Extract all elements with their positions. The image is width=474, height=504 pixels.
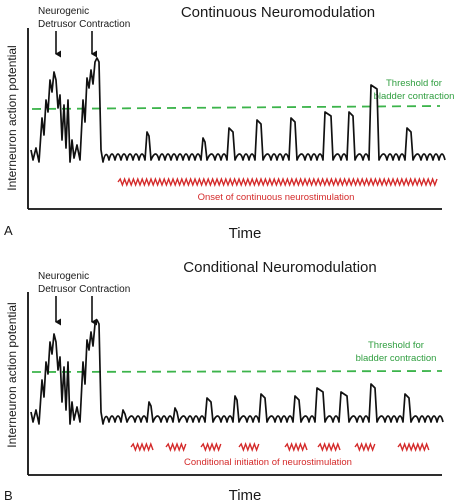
panel-b-stimulation-label: Conditional initiation of neurostimulati… <box>184 457 352 468</box>
panel-a-y-axis-label: Interneuron action potential <box>5 45 19 190</box>
panel-b-letter: B <box>4 488 13 503</box>
panel-a-x-axis-label: Time <box>229 225 262 242</box>
conditional-stimulation-burst-8 <box>397 441 430 453</box>
panel-a: Continuous Neuromodulation Neurogenic De… <box>4 4 454 242</box>
conditional-stimulation-burst-5 <box>284 441 308 453</box>
panel-a-stimulation-label: Onset of continuous neurostimulation <box>198 192 355 203</box>
panel-a-signal-trace <box>30 57 446 163</box>
conditional-stimulation-burst-2 <box>165 441 187 453</box>
conditional-stimulation-burst-1 <box>130 441 154 453</box>
conditional-stimulation-burst-3 <box>200 441 222 453</box>
panel-a-threshold-line <box>31 105 441 110</box>
panel-b-annotation-line1: Neurogenic <box>38 271 89 282</box>
panel-b-annotation-line2: Detrusor Contraction <box>38 284 130 295</box>
panel-a-threshold-label-line2: bladder contraction <box>374 91 455 102</box>
conditional-stimulation-burst-6 <box>317 441 341 453</box>
panel-b-threshold-line <box>31 370 443 373</box>
panel-b-signal-trace <box>30 319 444 425</box>
panel-b-threshold-label-line2: bladder contraction <box>356 353 437 364</box>
panel-b-y-axis-label: Interneuron action potential <box>5 302 19 447</box>
panel-b-title: Conditional Neuromodulation <box>183 259 376 276</box>
panel-a-annotation-line2: Detrusor Contraction <box>38 19 130 30</box>
panel-b-x-axis-label: Time <box>229 487 262 504</box>
conditional-stimulation-burst-4 <box>238 441 260 453</box>
panel-a-threshold-label-line1: Threshold for <box>386 78 442 89</box>
panel-a-letter: A <box>4 223 13 238</box>
panel-a-annotation-line1: Neurogenic <box>38 6 89 17</box>
panel-a-stimulation <box>117 176 438 188</box>
continuous-stimulation-wave-1 <box>117 176 438 188</box>
panel-a-title: Continuous Neuromodulation <box>181 4 375 21</box>
panel-b: Conditional Neuromodulation Neurogenic D… <box>4 259 444 504</box>
conditional-stimulation-burst-7 <box>354 441 376 453</box>
panel-b-threshold-label-line1: Threshold for <box>368 340 424 351</box>
panel-b-stimulation <box>130 441 430 453</box>
